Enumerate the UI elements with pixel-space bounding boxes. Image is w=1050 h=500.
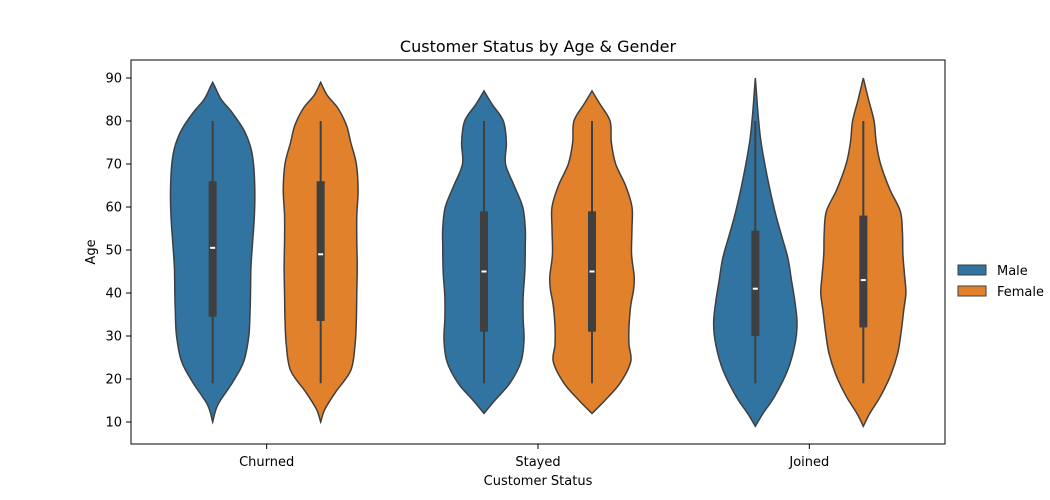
y-tick-label: 80 [105, 115, 122, 130]
legend: Male Female [957, 264, 1044, 300]
iqr-box-male-churned [208, 181, 217, 317]
chart-title: Customer Status by Age & Gender [400, 37, 677, 56]
legend-label-male: Male [997, 264, 1028, 279]
y-tick-label: 30 [105, 330, 122, 345]
legend-label-female: Female [997, 285, 1044, 300]
iqr-box-female-churned [316, 181, 325, 321]
y-tick-label: 20 [105, 373, 122, 388]
x-tick-label: Joined [788, 455, 829, 470]
y-tick-label: 90 [105, 72, 122, 87]
legend-swatch-male [957, 264, 987, 276]
y-tick-label: 10 [105, 416, 122, 431]
y-tick-label: 40 [105, 287, 122, 302]
x-tick-label: Stayed [515, 455, 560, 470]
y-tick-label: 60 [105, 201, 122, 216]
legend-swatch-female [957, 285, 987, 297]
y-tick-label: 50 [105, 244, 122, 259]
iqr-box-male-joined [751, 230, 760, 336]
x-axis-label: Customer Status [484, 474, 593, 489]
y-axis-label: Age [84, 239, 99, 264]
x-tick-label: Churned [239, 455, 294, 470]
iqr-box-female-joined [859, 215, 868, 328]
plot-frame [130, 59, 946, 445]
y-tick-label: 70 [105, 158, 122, 173]
plot-area: 10 20 30 40 50 60 70 80 90 Churned Stayed Joined [105, 59, 946, 470]
